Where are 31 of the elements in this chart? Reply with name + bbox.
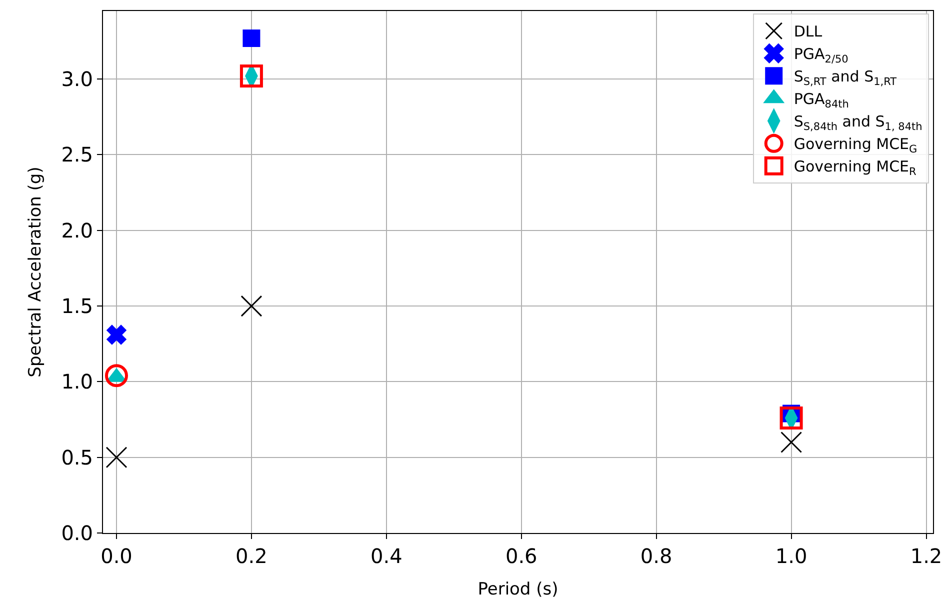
y-tick-label: 0.5: [61, 445, 93, 470]
y-tick-label: 1.0: [61, 370, 93, 394]
x-tick-label: 0.0: [100, 544, 132, 568]
y-tick-label: 2.5: [61, 142, 93, 167]
legend-label: S$_{S,84th}$ and S$_{1, 84th}$: [794, 112, 922, 133]
point: [105, 364, 128, 388]
legend-label: PGA$_{84th}$: [794, 90, 849, 110]
x-axis-title: Period (s): [478, 579, 558, 600]
point: [240, 295, 262, 317]
legend-label: Governing MCE$_{R}$: [794, 158, 916, 178]
x-tick-label: 0.2: [236, 544, 268, 568]
x-tick-label: 0.4: [370, 544, 402, 568]
point: [106, 324, 126, 345]
x-tick-label: 0.6: [505, 544, 538, 568]
point: [106, 446, 128, 468]
y-axis-title: Spectral Acceleration (g): [26, 166, 46, 378]
point: [240, 64, 263, 88]
y-tick-label: 0.0: [61, 521, 93, 545]
y-tick-label: 2.0: [61, 218, 93, 242]
point: [242, 29, 260, 47]
legend-label: S$_{S,RT}$ and S$_{1,RT}$: [794, 68, 898, 88]
legend-label: DLL: [794, 22, 823, 41]
point: [780, 431, 802, 453]
legend-label: PGA$_{2/50}$: [794, 45, 848, 66]
legend-label: Governing MCE$_{G}$: [794, 135, 918, 156]
x-tick-label: 1.2: [910, 544, 942, 568]
y-tick-label: 3.0: [61, 67, 93, 92]
x-tick-label: 0.8: [640, 544, 672, 568]
y-tick-label: 1.5: [61, 294, 93, 318]
x-tick-label: 1.0: [775, 544, 808, 568]
point: [780, 406, 803, 430]
